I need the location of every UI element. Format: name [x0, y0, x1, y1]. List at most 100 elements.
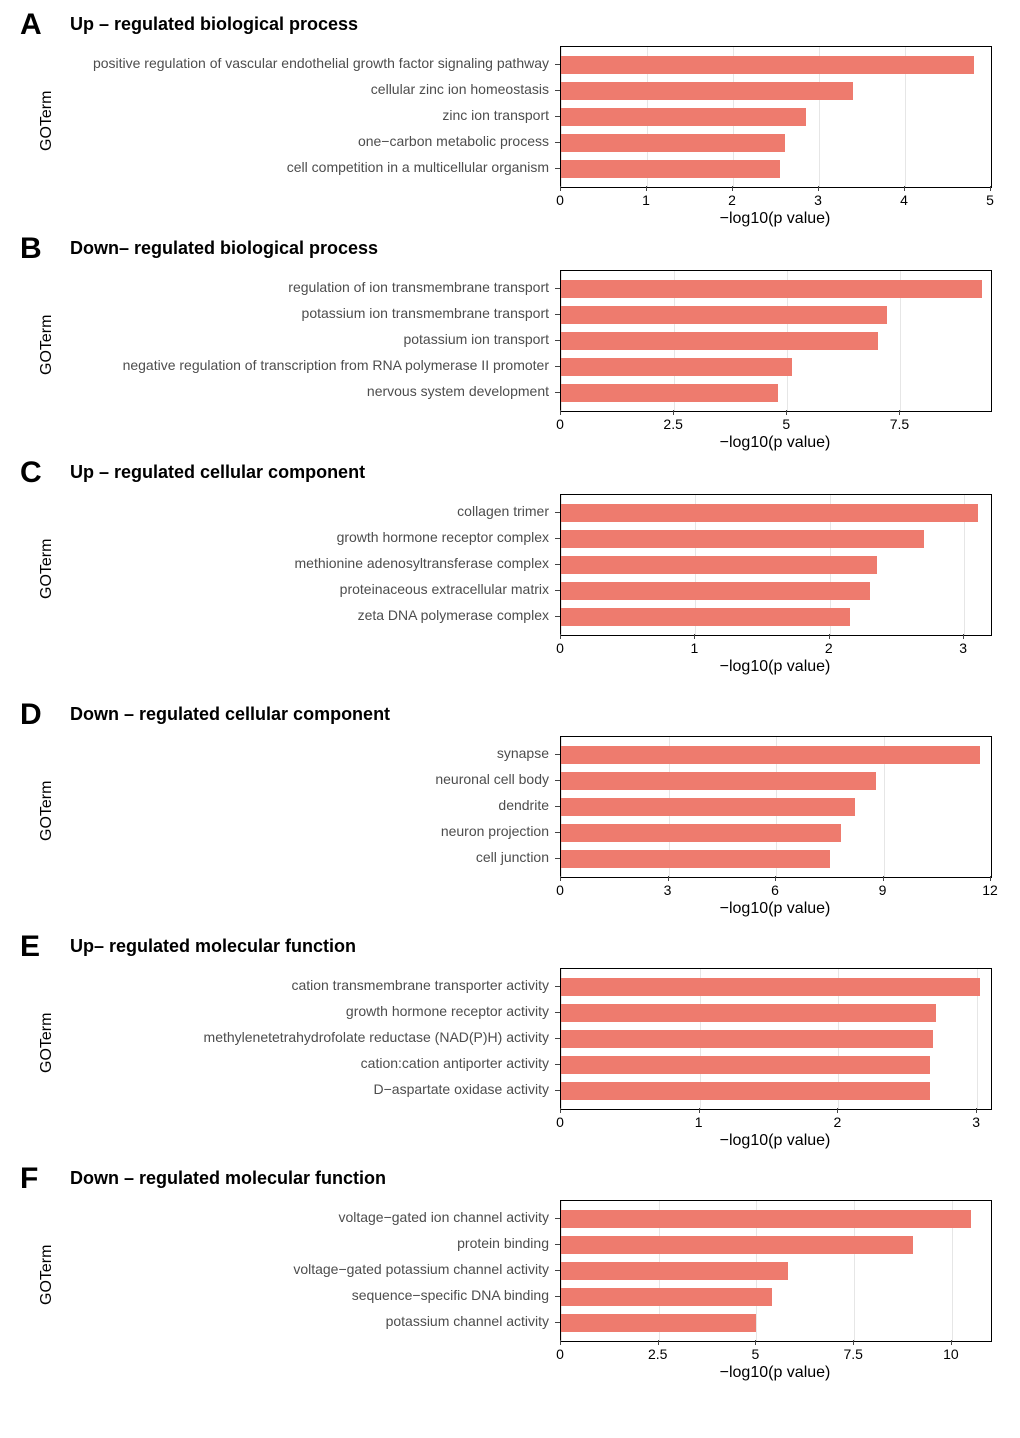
x-tick-label: 0 — [556, 882, 564, 898]
bar-label: cell competition in a multicellular orga… — [287, 159, 549, 175]
bar — [561, 108, 806, 126]
x-tick-label: 1 — [695, 1114, 703, 1130]
panel-a: A Up – regulated biological process GOTerm… — [0, 8, 1020, 238]
x-tick — [786, 410, 787, 415]
bar-label: cell junction — [476, 849, 549, 865]
x-axis-label: −log10(p value) — [695, 900, 855, 918]
y-axis-label: GOTerm — [38, 539, 56, 599]
x-tick — [829, 634, 830, 639]
x-tick-label: 1 — [642, 192, 650, 208]
bar-label: neuron projection — [441, 823, 549, 839]
y-tick — [555, 590, 560, 591]
x-tick — [899, 410, 900, 415]
bar-label: potassium ion transmembrane transport — [302, 305, 549, 321]
x-tick-label: 6 — [771, 882, 779, 898]
y-tick — [555, 142, 560, 143]
x-tick — [560, 186, 561, 191]
bar — [561, 56, 974, 74]
y-tick — [555, 832, 560, 833]
gridline — [991, 737, 992, 877]
x-tick — [673, 410, 674, 415]
panel-c: C Up – regulated cellular component GOTerm… — [0, 456, 1020, 686]
x-tick — [904, 186, 905, 191]
x-tick-label: 3 — [959, 640, 967, 656]
plot-area — [560, 968, 992, 1110]
y-tick — [555, 90, 560, 91]
x-axis-label: −log10(p value) — [695, 1364, 855, 1382]
x-tick-label: 1 — [690, 640, 698, 656]
panel-title: Up– regulated molecular function — [70, 936, 356, 957]
bar-label: one−carbon metabolic process — [358, 133, 549, 149]
bar — [561, 978, 980, 996]
bar — [561, 306, 887, 324]
bar — [561, 384, 778, 402]
y-tick — [555, 1090, 560, 1091]
x-tick-label: 2 — [728, 192, 736, 208]
x-tick-label: 3 — [972, 1114, 980, 1130]
x-tick — [853, 1340, 854, 1345]
x-tick — [818, 186, 819, 191]
x-tick — [560, 634, 561, 639]
x-tick-label: 5 — [752, 1346, 760, 1362]
bar — [561, 1004, 936, 1022]
x-tick-label: 3 — [664, 882, 672, 898]
y-axis-label: GOTerm — [38, 1245, 56, 1305]
bar-label: proteinaceous extracellular matrix — [340, 581, 549, 597]
bar-label: voltage−gated potassium channel activity — [293, 1261, 549, 1277]
x-tick — [560, 410, 561, 415]
panel-d: DDown – regulated cellular componentGOTe… — [0, 698, 1020, 928]
bar — [561, 608, 850, 626]
x-axis-label: −log10(p value) — [695, 210, 855, 228]
bar — [561, 332, 878, 350]
figure-page: A Up – regulated biological process GOTerm… — [0, 0, 1020, 1438]
y-tick — [555, 986, 560, 987]
y-tick — [555, 1270, 560, 1271]
panel-letter: C — [20, 456, 42, 490]
bar — [561, 746, 980, 764]
bar — [561, 1210, 971, 1228]
bar — [561, 82, 853, 100]
panel-letter: A — [20, 8, 42, 42]
x-tick-label: 0 — [556, 416, 564, 432]
bar-label: voltage−gated ion channel activity — [338, 1209, 549, 1225]
bar — [561, 1236, 913, 1254]
bar-label: protein binding — [457, 1235, 549, 1251]
bar-label: neuronal cell body — [435, 771, 549, 787]
x-tick — [560, 1340, 561, 1345]
panel-e: EUp– regulated molecular functionGOTermc… — [0, 930, 1020, 1160]
bar — [561, 1082, 930, 1100]
bar — [561, 556, 877, 574]
panel-letter: F — [20, 1162, 38, 1196]
panel-b: BDown– regulated biological processGOTer… — [0, 232, 1020, 462]
bar-label: potassium ion transport — [403, 331, 549, 347]
panel-title: Down – regulated cellular component — [70, 704, 390, 725]
x-tick-label: 4 — [900, 192, 908, 208]
y-axis-label: GOTerm — [38, 91, 56, 151]
panel-title: Up – regulated cellular component — [70, 462, 365, 483]
y-axis-label: GOTerm — [38, 315, 56, 375]
bar-label: regulation of ion transmembrane transpor… — [288, 279, 549, 295]
bar-label: methionine adenosyltransferase complex — [295, 555, 549, 571]
y-tick — [555, 1296, 560, 1297]
bar-label: zeta DNA polymerase complex — [358, 607, 549, 623]
bar — [561, 850, 830, 868]
y-tick — [555, 168, 560, 169]
y-tick — [555, 314, 560, 315]
x-tick — [732, 186, 733, 191]
bar — [561, 582, 870, 600]
x-tick-label: 9 — [879, 882, 887, 898]
bar — [561, 824, 841, 842]
x-tick — [646, 186, 647, 191]
bar — [561, 1288, 772, 1306]
y-tick — [555, 806, 560, 807]
bar — [561, 1314, 756, 1332]
panel-title: Up – regulated biological process — [70, 14, 358, 35]
bar — [561, 1030, 933, 1048]
x-tick-label: 2.5 — [663, 416, 682, 432]
x-tick — [668, 876, 669, 881]
x-tick-label: 0 — [556, 1114, 564, 1130]
y-tick — [555, 858, 560, 859]
x-tick — [837, 1108, 838, 1113]
x-tick-label: 0 — [556, 1346, 564, 1362]
bar — [561, 160, 780, 178]
